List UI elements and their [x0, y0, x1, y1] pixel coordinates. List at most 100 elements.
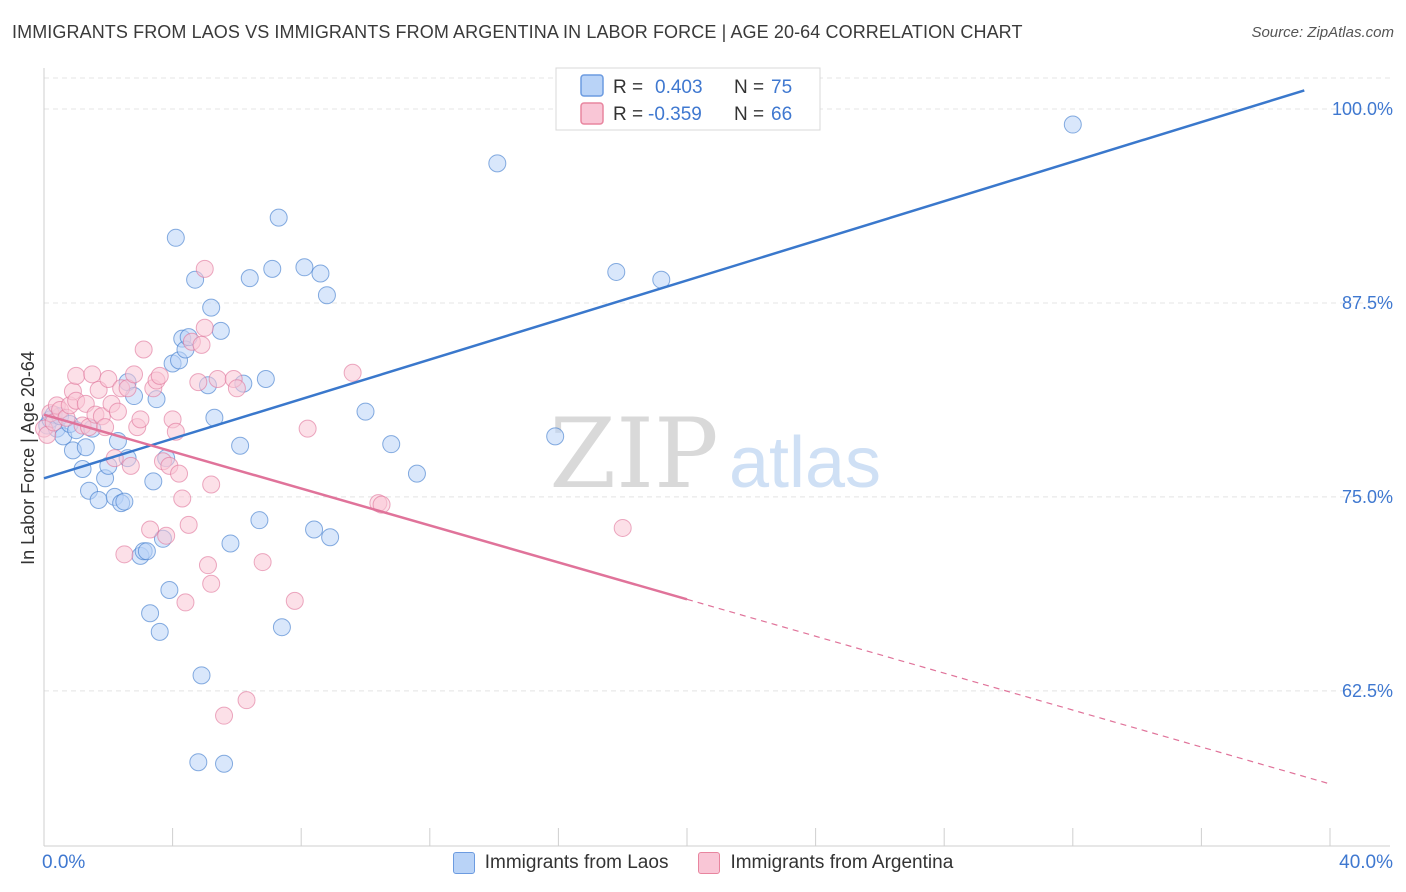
- laos-point-50: [240, 269, 259, 288]
- y-tick-label-1: 75.0%: [1342, 487, 1393, 507]
- laos-point-32: [160, 581, 179, 599]
- legend-r-value-2: -0.359: [648, 104, 702, 125]
- trend-lines: [43, 89, 1331, 785]
- legend-n-value-1: 75: [771, 77, 792, 98]
- argentina-point-63: [613, 518, 632, 537]
- legend-n-label-2: N =: [734, 104, 764, 125]
- argentina-point-26: [121, 456, 140, 475]
- laos-point-48: [231, 436, 250, 455]
- laos-point-19: [115, 492, 134, 511]
- argentina-point-22: [108, 402, 127, 421]
- argentina-point-42: [176, 593, 195, 612]
- argentina-point-56: [237, 691, 256, 710]
- laos-point-55: [272, 618, 291, 637]
- argentina-point-46: [192, 335, 211, 354]
- laos-point-68: [1063, 115, 1082, 134]
- laos-point-56: [295, 258, 314, 277]
- argentina-point-40: [170, 464, 189, 483]
- laos-point-60: [321, 528, 340, 547]
- argentina-point-58: [285, 591, 304, 610]
- argentina-point-48: [195, 318, 214, 337]
- laos-trend-line: [43, 89, 1305, 480]
- laos-point-41: [189, 753, 208, 772]
- y-tick-label-0: 62.5%: [1342, 681, 1393, 701]
- laos-point-59: [317, 286, 336, 305]
- legend-top: R = 0.403 N = 75 R = -0.359 N = 66: [555, 67, 821, 131]
- laos-point-13: [89, 491, 108, 510]
- x-tick-label-max: 40.0%: [1339, 852, 1393, 873]
- legend-n-value-2: 66: [771, 104, 792, 125]
- laos-point-53: [263, 259, 282, 278]
- y-tick-labels: 62.5% 75.0% 87.5% 100.0%: [1332, 99, 1393, 701]
- argentina-trend-line-extension: [686, 598, 1331, 785]
- watermark-atlas: atlas: [729, 423, 881, 503]
- data-points: [35, 115, 1082, 773]
- legend-item-argentina: Immigrants from Argentina: [698, 852, 953, 874]
- laos-point-58: [311, 264, 330, 283]
- legend-swatch-argentina: [698, 852, 721, 874]
- laos-point-61: [356, 402, 375, 421]
- legend-r-label-1: R =: [613, 77, 643, 98]
- legend-bottom: Immigrants from Laos Immigrants from Arg…: [0, 852, 1406, 874]
- legend-label-argentina: Immigrants from Argentina: [730, 852, 954, 873]
- legend-n-label-1: N =: [734, 77, 764, 98]
- laos-point-26: [141, 604, 160, 623]
- argentina-point-49: [198, 556, 217, 575]
- laos-point-66: [607, 262, 626, 281]
- laos-point-57: [305, 520, 324, 539]
- argentina-point-59: [298, 419, 317, 438]
- legend-item-laos: Immigrants from Laos: [452, 852, 669, 874]
- argentina-point-19: [99, 369, 118, 388]
- laos-point-47: [221, 534, 240, 553]
- laos-point-51: [250, 511, 269, 530]
- argentina-point-14: [83, 365, 102, 384]
- argentina-trend-line: [43, 413, 688, 601]
- laos-point-27: [144, 472, 163, 491]
- laos-point-52: [256, 369, 275, 388]
- argentina-point-57: [253, 553, 272, 572]
- argentina-point-31: [141, 520, 160, 539]
- legend-top-blue-swatch: [580, 74, 604, 97]
- argentina-point-51: [202, 574, 221, 593]
- laos-point-25: [137, 542, 156, 561]
- laos-point-40: [192, 666, 211, 685]
- laos-point-46: [215, 754, 234, 773]
- laos-point-43: [202, 298, 221, 317]
- argentina-point-24: [115, 545, 134, 564]
- argentina-point-45: [189, 373, 208, 392]
- argentina-point-10: [67, 366, 86, 385]
- argentina-point-50: [202, 475, 221, 494]
- x-tick-label-min: 0.0%: [42, 852, 86, 873]
- argentina-point-47: [195, 259, 214, 278]
- argentina-point-55: [227, 379, 246, 398]
- y-tick-label-3: 100.0%: [1332, 99, 1393, 119]
- laos-point-10: [76, 438, 95, 457]
- argentina-point-43: [179, 515, 198, 534]
- argentina-point-41: [173, 489, 192, 508]
- laos-point-64: [488, 154, 507, 173]
- y-axis-label: In Labor Force | Age 20-64: [18, 351, 38, 565]
- laos-point-45: [211, 321, 230, 340]
- legend-swatch-laos: [452, 852, 475, 874]
- axes: [43, 68, 1390, 847]
- argentina-point-29: [131, 410, 150, 429]
- laos-point-63: [407, 464, 426, 483]
- chart-title: IMMIGRANTS FROM LAOS VS IMMIGRANTS FROM …: [12, 22, 1023, 42]
- argentina-point-34: [150, 366, 169, 385]
- argentina-point-52: [208, 369, 227, 388]
- chart-source: Source: ZipAtlas.com: [1251, 24, 1394, 41]
- legend-top-pink-swatch: [580, 102, 604, 125]
- laos-point-65: [546, 427, 565, 446]
- legend-label-laos: Immigrants from Laos: [484, 852, 669, 873]
- watermark: ZIP atlas: [549, 398, 881, 510]
- laos-point-62: [382, 435, 401, 454]
- watermark-zip: ZIP: [549, 398, 718, 510]
- argentina-point-36: [157, 526, 176, 545]
- argentina-point-62: [372, 495, 391, 514]
- y-tick-label-2: 87.5%: [1342, 293, 1393, 313]
- argentina-point-30: [134, 340, 153, 359]
- laos-point-54: [269, 208, 288, 227]
- legend-r-value-1: 0.403: [655, 77, 703, 98]
- argentina-point-53: [215, 706, 234, 725]
